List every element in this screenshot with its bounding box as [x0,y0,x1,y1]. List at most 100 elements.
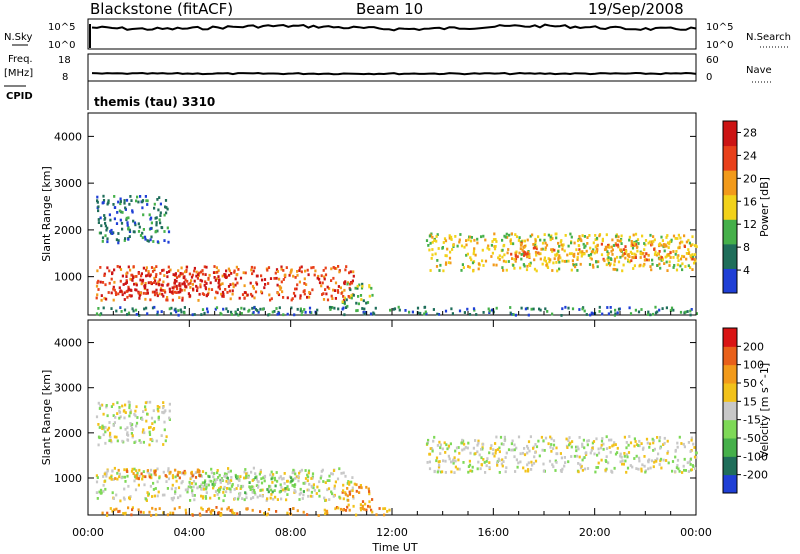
data-cell [498,446,501,450]
data-cell [98,436,101,440]
data-cell [637,310,641,314]
data-cell [286,296,289,300]
data-cell [122,512,125,515]
data-cell [469,256,472,260]
data-cell [127,216,130,220]
data-cell [663,441,666,445]
data-cell [301,310,304,313]
data-cell [145,274,148,278]
data-cell [298,471,301,475]
data-cell [446,447,449,451]
data-cell [223,485,226,489]
data-cell [133,282,136,286]
data-cell [204,483,207,487]
data-cell [120,210,123,214]
data-cell [217,269,220,273]
data-cell [568,436,571,439]
data-cell [312,486,315,490]
data-cell [633,264,636,268]
data-cell [428,467,432,471]
data-cell [552,261,555,265]
data-cell [201,269,204,272]
data-cell [334,289,337,292]
data-cell [688,460,691,464]
data-cell [650,459,654,463]
data-cell [581,234,584,237]
data-cell [643,262,646,266]
colorbar-segment [723,456,737,476]
data-cell [473,238,476,242]
data-cell [594,234,597,237]
data-cell [532,461,536,465]
data-cell [579,463,582,467]
data-cell [199,285,202,289]
data-cell [185,265,189,269]
data-cell [615,243,618,247]
data-cell [176,473,179,477]
data-cell [169,268,172,272]
data-cell [592,312,595,316]
data-cell [168,287,171,291]
data-cell [259,494,262,498]
data-cell [129,277,132,281]
data-cell [174,492,177,495]
data-cell [451,248,454,251]
data-cell [573,255,576,258]
data-cell [677,233,680,237]
data-cell [154,230,157,234]
data-cell [666,439,669,443]
data-cell [661,258,664,262]
data-cell [458,467,461,471]
data-cell [113,280,116,284]
data-cell [212,475,215,479]
data-cell [436,312,439,316]
data-cell [138,439,141,442]
data-cell [279,288,282,291]
data-cell [141,200,144,204]
data-cell [228,269,231,273]
data-cell [167,230,171,234]
data-cell [300,270,303,274]
data-cell [214,271,217,274]
data-cell [227,285,231,288]
data-cell [564,305,567,309]
data-cell [169,312,173,316]
data-cell [151,270,155,273]
data-cell [503,234,506,238]
data-cell [108,439,111,443]
data-cell [576,454,579,458]
data-cell [201,481,204,485]
data-cell [595,248,598,251]
data-cell [367,504,370,508]
data-cell [630,242,633,245]
data-cell [583,252,586,256]
data-cell [345,298,348,302]
data-cell [282,313,285,317]
data-cell [102,194,105,198]
data-cell [678,246,681,250]
colorbar-segment [723,243,737,269]
data-cell [498,471,501,474]
data-cell [607,243,610,247]
data-cell [166,487,169,490]
data-cell [555,261,558,264]
data-cell [656,457,659,461]
data-cell [167,265,170,269]
data-cell [190,279,193,282]
data-cell [510,442,513,446]
data-cell [253,306,256,310]
data-cell [158,405,161,409]
data-cell [119,268,123,271]
data-cell [512,264,515,267]
data-cell [241,497,244,500]
data-cell [304,481,307,485]
data-cell [212,486,215,490]
data-cell [237,484,240,487]
data-cell [559,452,562,455]
data-cell [685,240,688,244]
data-cell [139,441,142,444]
data-cell [156,480,159,484]
data-cell [238,296,241,300]
data-cell [271,490,274,494]
data-cell [149,238,152,242]
